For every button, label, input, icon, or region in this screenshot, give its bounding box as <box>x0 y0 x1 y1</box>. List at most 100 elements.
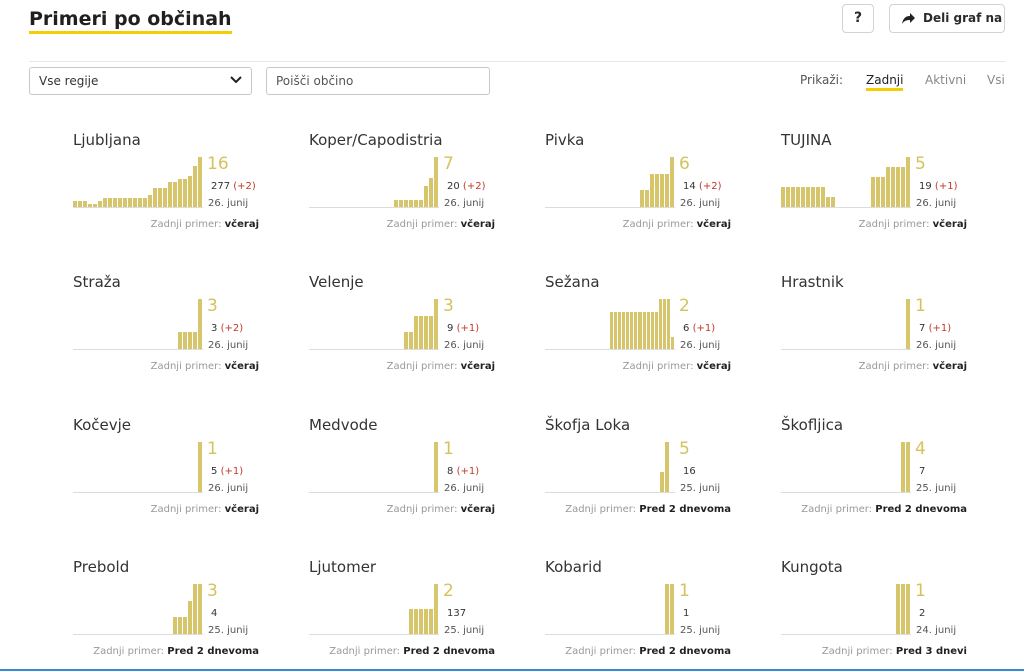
sparkline-bar <box>881 177 885 207</box>
sparkline-bar <box>614 311 618 349</box>
sparkline-bar <box>626 311 630 349</box>
last-case-value: včeraj <box>932 361 967 372</box>
last-case-line: Zadnji primer: Pred 3 dnevi <box>822 646 967 657</box>
sparkline-bar <box>138 197 142 207</box>
help-button[interactable]: ? <box>842 4 874 33</box>
municipality-card[interactable]: Straža 3 3 (+2) 26. junij Zadnji primer: vče… <box>73 273 259 393</box>
sparkline-bar <box>662 299 666 349</box>
sparkline-chart <box>545 441 675 493</box>
sparkline-bar <box>891 167 895 207</box>
cases-total: 1 <box>683 608 689 619</box>
sparkline-bar <box>153 188 157 207</box>
last-case-line: Zadnji primer: včeraj <box>387 219 495 230</box>
share-arrow-icon <box>902 13 915 24</box>
sparkline-bar <box>886 167 890 207</box>
sparkline-bar <box>826 197 830 207</box>
sparkline-bar <box>108 197 112 207</box>
cases-today: 1 <box>207 439 218 459</box>
sparkline-chart <box>309 298 439 350</box>
header-divider <box>29 61 1005 62</box>
latest-date: 26. junij <box>444 340 485 351</box>
municipality-card[interactable]: Škofja Loka 5 16 25. junij Zadnji primer: P… <box>545 416 731 536</box>
municipality-card[interactable]: Kočevje 1 5 (+1) 26. junij Zadnji primer: vč… <box>73 416 259 536</box>
delta-value: (+2) <box>698 181 722 192</box>
last-case-line: Zadnji primer: Pred 2 dnevoma <box>565 646 731 657</box>
municipality-name: Medvode <box>309 416 378 434</box>
sparkline-bar <box>409 199 413 207</box>
sparkline-bar <box>183 178 187 207</box>
municipality-card[interactable]: Kungota 1 2 24. junij Zadnji primer: Pred 3… <box>781 558 967 671</box>
sparkline-bar <box>78 200 82 207</box>
sparkline-chart <box>73 298 203 350</box>
sparkline-chart <box>545 156 675 208</box>
filter-option-all[interactable]: Vsi <box>987 73 1005 87</box>
region-select[interactable]: Vse regije <box>29 67 252 95</box>
sparkline-bar <box>901 584 905 634</box>
municipality-search-input[interactable]: Poišči občino <box>266 67 490 95</box>
last-case-label: Zadnji primer: <box>329 646 401 657</box>
cases-total: 20 (+2) <box>447 181 485 192</box>
sparkline-bar <box>630 311 634 349</box>
municipality-card[interactable]: TUJINA 5 19 (+1) 26. junij Zadnji primer: vč… <box>781 131 967 251</box>
cases-today: 1 <box>443 439 454 459</box>
municipality-card[interactable]: Sežana 2 6 (+1) 26. junij Zadnji primer: vče… <box>545 273 731 393</box>
municipality-name: Velenje <box>309 273 364 291</box>
sparkline-bar <box>670 336 674 349</box>
municipality-name: Pivka <box>545 131 585 149</box>
last-case-label: Zadnji primer: <box>622 361 694 372</box>
last-case-label: Zadnji primer: <box>801 504 873 515</box>
municipality-card[interactable]: Ljutomer 2 137 25. junij Zadnji primer: Pre… <box>309 558 495 671</box>
municipality-card[interactable]: Medvode 1 8 (+1) 26. junij Zadnji primer: vč… <box>309 416 495 536</box>
total-value: 7 <box>919 466 926 477</box>
sparkline-bar <box>622 311 626 349</box>
sparkline-chart <box>781 156 911 208</box>
total-value: 20 <box>447 181 460 192</box>
municipality-card[interactable]: Ljubljana 16 277 (+2) 26. junij Zadnji prime… <box>73 131 259 251</box>
municipality-card[interactable]: Škofljica 4 7 25. junij Zadnji primer: Pred… <box>781 416 967 536</box>
last-case-line: Zadnji primer: včeraj <box>859 361 967 372</box>
cases-total: 3 (+2) <box>211 323 243 334</box>
sparkline-bar <box>901 167 905 207</box>
total-value: 7 <box>919 323 926 334</box>
sparkline-bar <box>188 600 192 634</box>
sparkline-bar <box>424 609 428 634</box>
filter-option-latest[interactable]: Zadnji <box>866 73 904 91</box>
municipality-card[interactable]: Hrastnik 1 7 (+1) 26. junij Zadnji primer: v… <box>781 273 967 393</box>
sparkline-bar <box>670 584 674 634</box>
latest-date: 25. junij <box>444 625 485 636</box>
municipality-card[interactable]: Kobarid 1 1 25. junij Zadnji primer: Pred 2… <box>545 558 731 671</box>
total-value: 137 <box>447 608 467 619</box>
last-case-label: Zadnji primer: <box>821 646 893 657</box>
last-case-line: Zadnji primer: Pred 2 dnevoma <box>329 646 495 657</box>
filter-option-active[interactable]: Aktivni <box>925 73 967 87</box>
municipality-card[interactable]: Pivka 6 14 (+2) 26. junij Zadnji primer: vče… <box>545 131 731 251</box>
sparkline-chart <box>781 298 911 350</box>
share-button[interactable]: Deli graf na <box>889 4 1005 33</box>
last-case-value: včeraj <box>460 504 495 515</box>
municipality-card[interactable]: Velenje 3 9 (+1) 26. junij Zadnji primer: vč… <box>309 273 495 393</box>
sparkline-bar <box>796 187 800 207</box>
municipality-name: Ljutomer <box>309 558 377 576</box>
sparkline-bar <box>821 187 825 207</box>
sparkline-bar <box>98 200 102 207</box>
sparkline-bar <box>906 299 910 349</box>
sparkline-bar <box>414 609 418 634</box>
total-value: 2 <box>919 608 926 619</box>
page-title: Primeri po občinah <box>29 7 232 34</box>
last-case-value: včeraj <box>224 361 259 372</box>
latest-date: 26. junij <box>916 198 957 209</box>
delta-value: (+1) <box>934 181 958 192</box>
sparkline-bar <box>394 199 398 207</box>
cases-total: 2 <box>919 608 925 619</box>
latest-date: 26. junij <box>444 483 485 494</box>
sparkline-bar <box>665 584 669 634</box>
sparkline-chart <box>309 441 439 493</box>
sparkline-bar <box>178 332 182 349</box>
municipality-card[interactable]: Koper/Capodistria 7 20 (+2) 26. junij Zadnji… <box>309 131 495 251</box>
last-case-value: Pred 3 dnevi <box>895 646 967 657</box>
municipality-card[interactable]: Prebold 3 4 25. junij Zadnji primer: Pred 2… <box>73 558 259 671</box>
last-case-value: Pred 2 dnevoma <box>639 646 731 657</box>
sparkline-bar <box>173 182 177 207</box>
sparkline-bar <box>404 332 408 349</box>
last-case-value: včeraj <box>696 219 731 230</box>
